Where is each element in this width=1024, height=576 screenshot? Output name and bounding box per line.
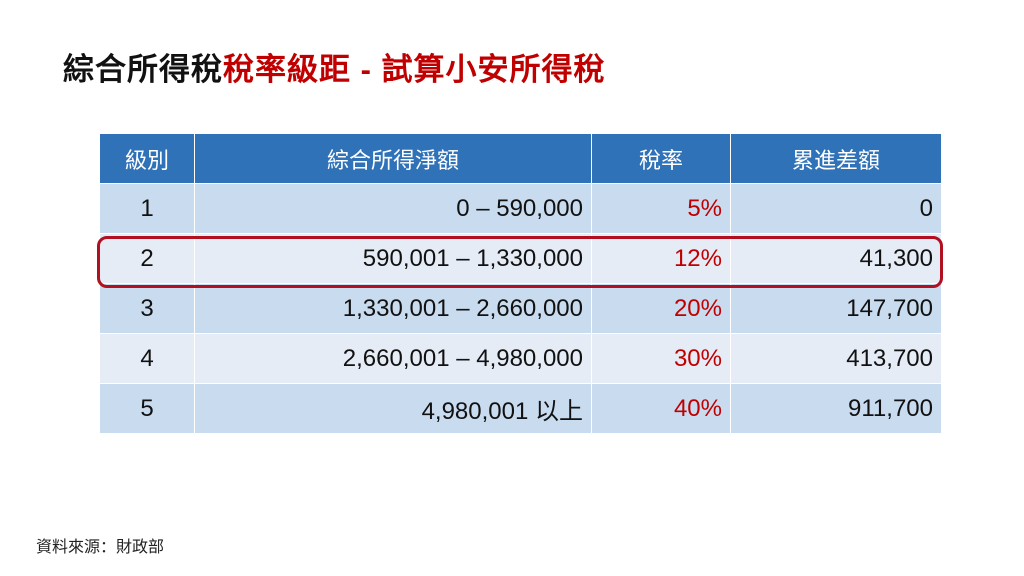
- table-cell: 2,660,001 – 4,980,000: [194, 333, 592, 384]
- table-cell: 4: [99, 333, 195, 384]
- table-cell: 147,700: [730, 283, 942, 334]
- table-cell: 30%: [591, 333, 731, 384]
- header-row: 級別 綜合所得淨額 稅率 累進差額: [99, 133, 942, 184]
- table-cell: 1,330,001 – 2,660,000: [194, 283, 592, 334]
- title: 綜合所得稅稅率級距 - 試算小安所得稅: [63, 44, 606, 89]
- column-header: 綜合所得淨額: [194, 133, 592, 184]
- table-cell: 5: [99, 383, 195, 434]
- table-cell: 20%: [591, 283, 731, 334]
- table-cell: 1: [99, 183, 195, 234]
- title-black: 綜合所得稅: [63, 52, 223, 87]
- table-cell: 3: [99, 283, 195, 334]
- table-cell: 5%: [591, 183, 731, 234]
- table-cell: 590,001 – 1,330,000: [194, 233, 592, 284]
- column-header: 級別: [99, 133, 195, 184]
- table-cell: 0: [730, 183, 942, 234]
- table-row: 3 1,330,001 – 2,660,000 20% 147,700: [99, 283, 942, 334]
- table-cell: 40%: [591, 383, 731, 434]
- source-note: 資料來源：財政部: [36, 539, 165, 556]
- title-red: 稅率級距 - 試算小安所得稅: [223, 52, 606, 87]
- table-row: 5 4,980,001 以上 40% 911,700: [99, 383, 942, 434]
- table-cell: 413,700: [730, 333, 942, 384]
- tax-table: 級別 綜合所得淨額 稅率 累進差額 1 0 – 590,000 5% 0 2 590,001 – …: [99, 133, 942, 434]
- column-header: 稅率: [591, 133, 731, 184]
- table-cell: 911,700: [730, 383, 942, 434]
- table-row: 4 2,660,001 – 4,980,000 30% 413,700: [99, 333, 942, 384]
- column-header: 累進差額: [730, 133, 942, 184]
- table-cell: 0 – 590,000: [194, 183, 592, 234]
- table-cell: 4,980,001 以上: [194, 383, 592, 434]
- highlight-box: [97, 236, 943, 288]
- table-cell: 41,300: [730, 233, 942, 284]
